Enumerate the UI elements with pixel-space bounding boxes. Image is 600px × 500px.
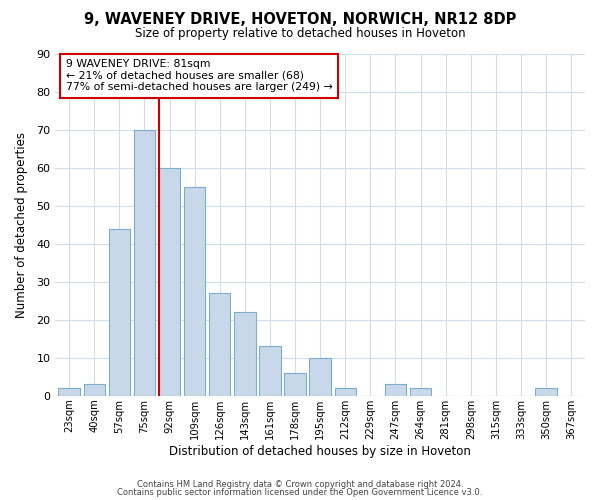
Y-axis label: Number of detached properties: Number of detached properties bbox=[15, 132, 28, 318]
Text: 9 WAVENEY DRIVE: 81sqm
← 21% of detached houses are smaller (68)
77% of semi-det: 9 WAVENEY DRIVE: 81sqm ← 21% of detached… bbox=[66, 59, 332, 92]
Text: 9, WAVENEY DRIVE, HOVETON, NORWICH, NR12 8DP: 9, WAVENEY DRIVE, HOVETON, NORWICH, NR12… bbox=[84, 12, 516, 28]
Bar bbox=[209, 294, 230, 396]
Bar bbox=[284, 373, 306, 396]
Text: Contains public sector information licensed under the Open Government Licence v3: Contains public sector information licen… bbox=[118, 488, 482, 497]
X-axis label: Distribution of detached houses by size in Hoveton: Distribution of detached houses by size … bbox=[169, 444, 471, 458]
Bar bbox=[109, 228, 130, 396]
Bar bbox=[385, 384, 406, 396]
Text: Size of property relative to detached houses in Hoveton: Size of property relative to detached ho… bbox=[134, 28, 466, 40]
Bar bbox=[335, 388, 356, 396]
Bar bbox=[259, 346, 281, 396]
Bar bbox=[83, 384, 105, 396]
Bar bbox=[410, 388, 431, 396]
Bar bbox=[184, 187, 205, 396]
Text: Contains HM Land Registry data © Crown copyright and database right 2024.: Contains HM Land Registry data © Crown c… bbox=[137, 480, 463, 489]
Bar bbox=[234, 312, 256, 396]
Bar bbox=[134, 130, 155, 396]
Bar bbox=[535, 388, 557, 396]
Bar bbox=[159, 168, 180, 396]
Bar bbox=[310, 358, 331, 396]
Bar bbox=[58, 388, 80, 396]
